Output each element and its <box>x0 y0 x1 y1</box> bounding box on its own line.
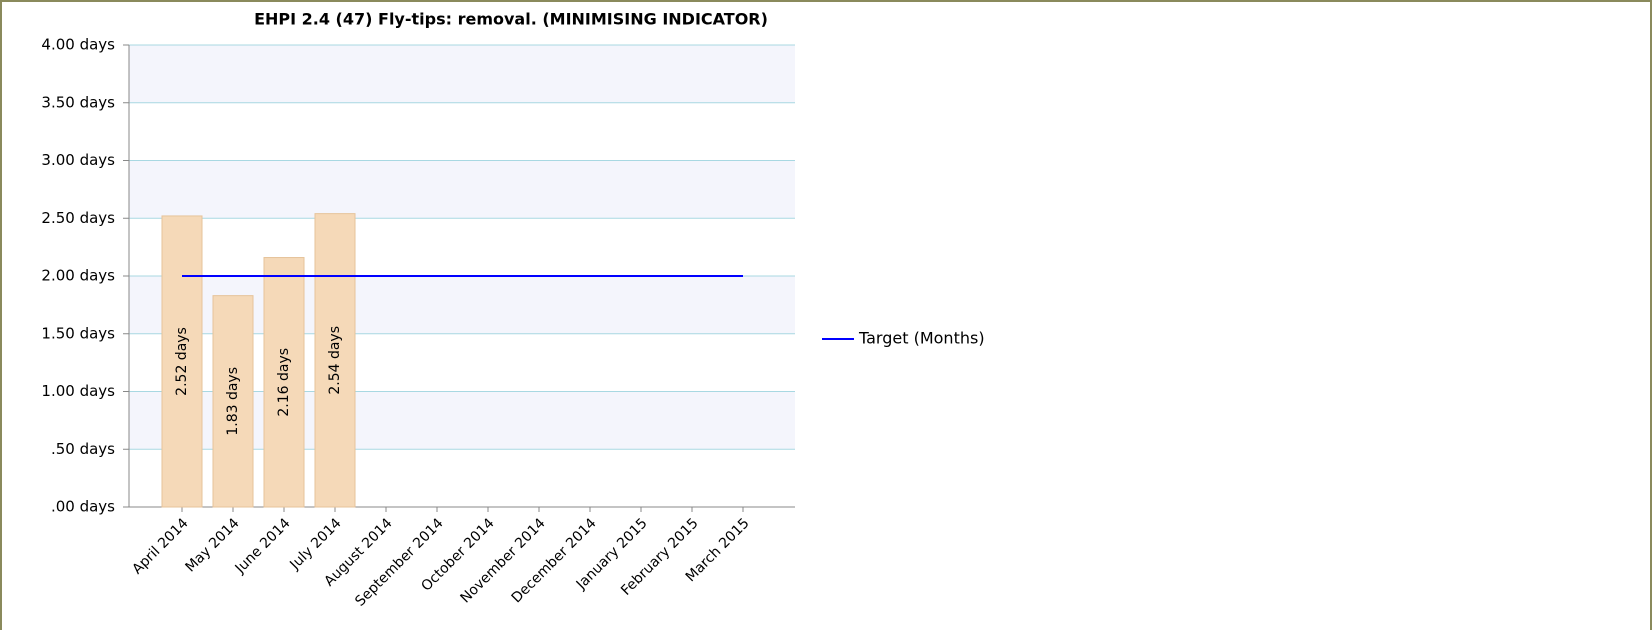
band <box>129 160 795 219</box>
legend-label: Target (Months) <box>858 329 985 348</box>
y-tick-label: 4.00 days <box>41 36 115 54</box>
band <box>129 45 795 103</box>
y-tick-label: 2.50 days <box>41 209 115 227</box>
data-label: 2.54 days <box>327 326 343 395</box>
y-tick-label: 1.00 days <box>41 382 115 400</box>
y-tick-label: .50 days <box>51 440 115 458</box>
data-label: 1.83 days <box>225 367 241 436</box>
bar <box>161 215 203 508</box>
data-label: 2.16 days <box>276 348 292 417</box>
chart-title: EHPI 2.4 (47) Fly-tips: removal. (MINIMI… <box>254 10 768 29</box>
y-tick-label: .00 days <box>51 498 115 516</box>
data-label: 2.52 days <box>174 327 190 396</box>
y-tick-label: 3.50 days <box>41 93 115 111</box>
bar <box>212 295 254 508</box>
y-tick-label: 1.50 days <box>41 324 115 342</box>
y-tick-label: 2.00 days <box>41 267 115 285</box>
bar <box>314 213 356 508</box>
y-tick-label: 3.00 days <box>41 151 115 169</box>
bar <box>263 257 305 508</box>
